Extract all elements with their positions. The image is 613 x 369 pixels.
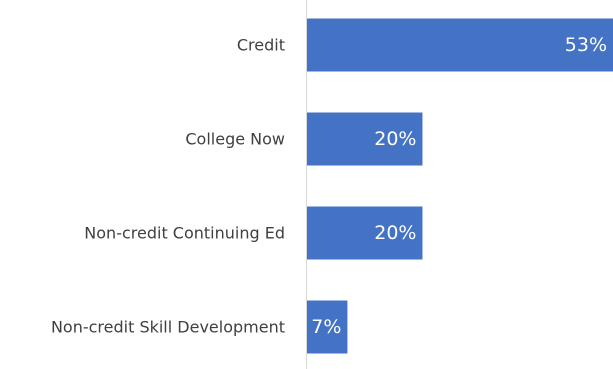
data-label-1: 53% <box>565 34 607 56</box>
category-label-2: College Now <box>185 130 285 149</box>
bar-1 <box>307 18 613 72</box>
bars-layer <box>307 18 613 354</box>
category-label-3: Non-credit Continuing Ed <box>84 224 285 243</box>
data-label-4: 7% <box>311 316 341 338</box>
category-label-1: Credit <box>237 36 285 55</box>
category-label-4: Non-credit Skill Development <box>51 318 285 337</box>
data-label-2: 20% <box>374 128 416 150</box>
bar-3 <box>307 206 423 260</box>
data-label-3: 20% <box>374 222 416 244</box>
bar-2 <box>307 112 423 166</box>
bar-4 <box>307 300 348 354</box>
labels-layer: Credit 53% College Now 20% Non-credit Contin… <box>51 34 607 338</box>
